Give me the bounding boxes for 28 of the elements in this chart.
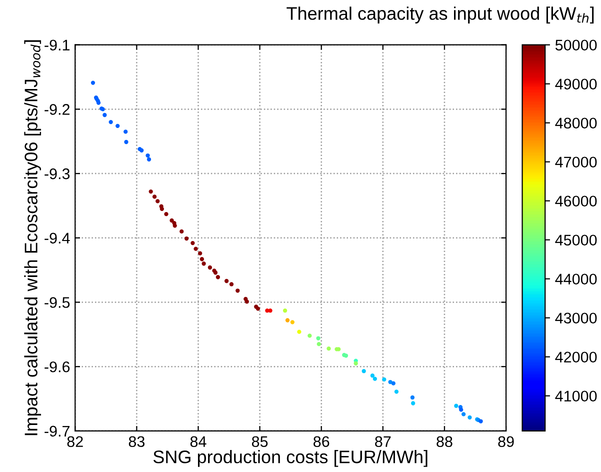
color-bar-label: 42000	[555, 352, 597, 363]
x-tick-label: 84	[190, 436, 206, 448]
y-tick-label: -9.6	[44, 361, 70, 372]
color-bar-label: 49000	[555, 78, 597, 90]
color-bar-title: Thermal capacity as input wood [kW$_{th}$]	[286, 6, 594, 24]
y-axis-title: Impact calculated with Ecoscarcity06 [pts/MJ$_{wood}$]	[24, 40, 42, 436]
x-axis-title: SNG production costs [EUR/MWh]	[153, 450, 428, 467]
color-bar-label: 43000	[555, 312, 597, 324]
x-tick-label: 87	[375, 436, 391, 448]
y-tick-label: -9.1	[44, 40, 70, 51]
color-bar-label: 44000	[555, 274, 597, 285]
y-tick-label: -9.5	[44, 297, 70, 308]
color-bar-label: 50000	[555, 40, 597, 51]
color-bar-label: 47000	[555, 156, 597, 168]
x-tick-label: 86	[314, 436, 330, 448]
x-tick-label: 85	[252, 436, 268, 448]
y-tick-label: -9.2	[44, 104, 70, 115]
x-tick-label: 83	[128, 436, 145, 448]
color-bar-label: 46000	[555, 196, 597, 207]
color-bar-label: 45000	[555, 234, 597, 246]
x-tick-label: 89	[498, 436, 514, 448]
color-bar-label: 48000	[555, 118, 597, 129]
y-tick-label: -9.7	[44, 426, 70, 437]
y-tick-label: -9.3	[44, 168, 70, 180]
y-tick-label: -9.4	[44, 232, 70, 244]
x-tick-label: 82	[67, 436, 83, 448]
x-tick-label: 88	[436, 436, 452, 448]
color-bar-label: 41000	[555, 390, 597, 402]
